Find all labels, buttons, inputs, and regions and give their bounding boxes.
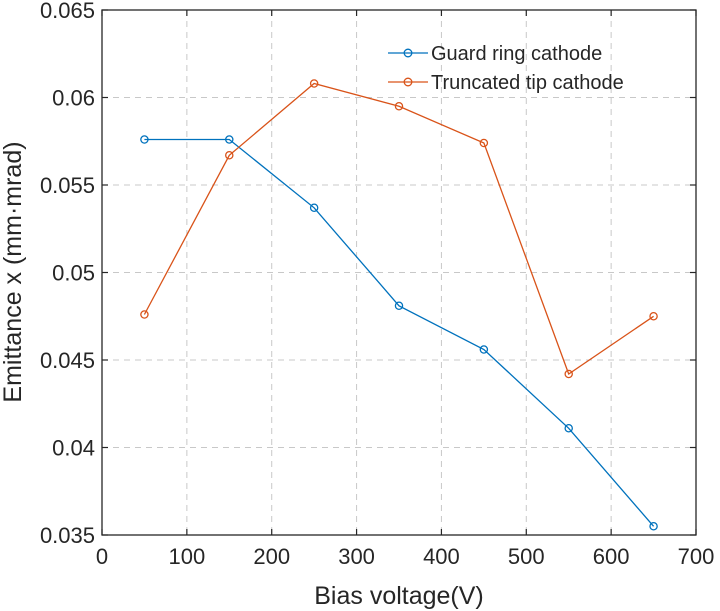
legend-marker-guard-ring — [403, 48, 413, 58]
legend-item-guard-ring: Guard ring cathode — [388, 43, 602, 65]
y-tick-label: 0.04 — [52, 436, 95, 461]
x-axis-label: Bias voltage(V) — [314, 582, 484, 610]
legend: Guard ring cathode Truncated tip cathode — [388, 43, 624, 94]
data-point-guard-ring-cathode — [564, 423, 573, 433]
x-tick-label: 300 — [338, 544, 375, 569]
data-point-guard-ring-cathode — [649, 522, 658, 531]
x-tick-label: 500 — [508, 544, 545, 569]
data-point-guard-ring-cathode — [140, 135, 149, 144]
legend-marker-truncated-tip — [403, 77, 413, 87]
data-point-guard-ring-cathode — [479, 345, 489, 354]
x-tick-label: 0 — [96, 544, 108, 569]
tick-layer: 0 100 200 300 400 500 600 700 0.035 0.04 0.045 0.05… — [40, 0, 714, 569]
y-axis-label: Emittance x (mm·mrad) — [0, 141, 27, 402]
data-point-truncated-tip-cathode — [309, 79, 319, 88]
y-tick-label: 0.05 — [52, 261, 95, 286]
legend-item-truncated-tip: Truncated tip cathode — [388, 72, 624, 94]
grid-layer — [102, 10, 696, 535]
x-tick-label: 700 — [678, 544, 715, 569]
data-point-truncated-tip-cathode — [649, 311, 658, 321]
data-point-truncated-tip-cathode — [225, 150, 234, 160]
series-line-guard-ring-cathode — [144, 138, 655, 527]
y-tick-label: 0.055 — [40, 173, 95, 198]
data-point-guard-ring-cathode — [225, 135, 234, 144]
x-tick-label: 400 — [423, 544, 460, 569]
data-point-guard-ring-cathode — [309, 203, 319, 212]
data-point-truncated-tip-cathode — [394, 102, 404, 111]
y-tick-label: 0.035 — [40, 523, 95, 548]
x-tick-label: 600 — [593, 544, 630, 569]
y-tick-label: 0.06 — [52, 86, 95, 111]
series-line-truncated-tip-cathode — [143, 82, 654, 376]
x-tick-label: 200 — [253, 544, 290, 569]
data-point-truncated-tip-cathode — [564, 369, 573, 379]
y-tick-label: 0.065 — [40, 0, 95, 23]
data-point-truncated-tip-cathode — [140, 310, 149, 319]
legend-label-truncated-tip: Truncated tip cathode — [431, 72, 624, 94]
x-tick-label: 100 — [168, 544, 205, 569]
y-tick-label: 0.045 — [40, 348, 95, 373]
data-point-guard-ring-cathode — [394, 301, 404, 310]
legend-label-guard-ring: Guard ring cathode — [431, 43, 602, 65]
data-point-truncated-tip-cathode — [479, 138, 489, 148]
series-layer — [140, 79, 658, 531]
